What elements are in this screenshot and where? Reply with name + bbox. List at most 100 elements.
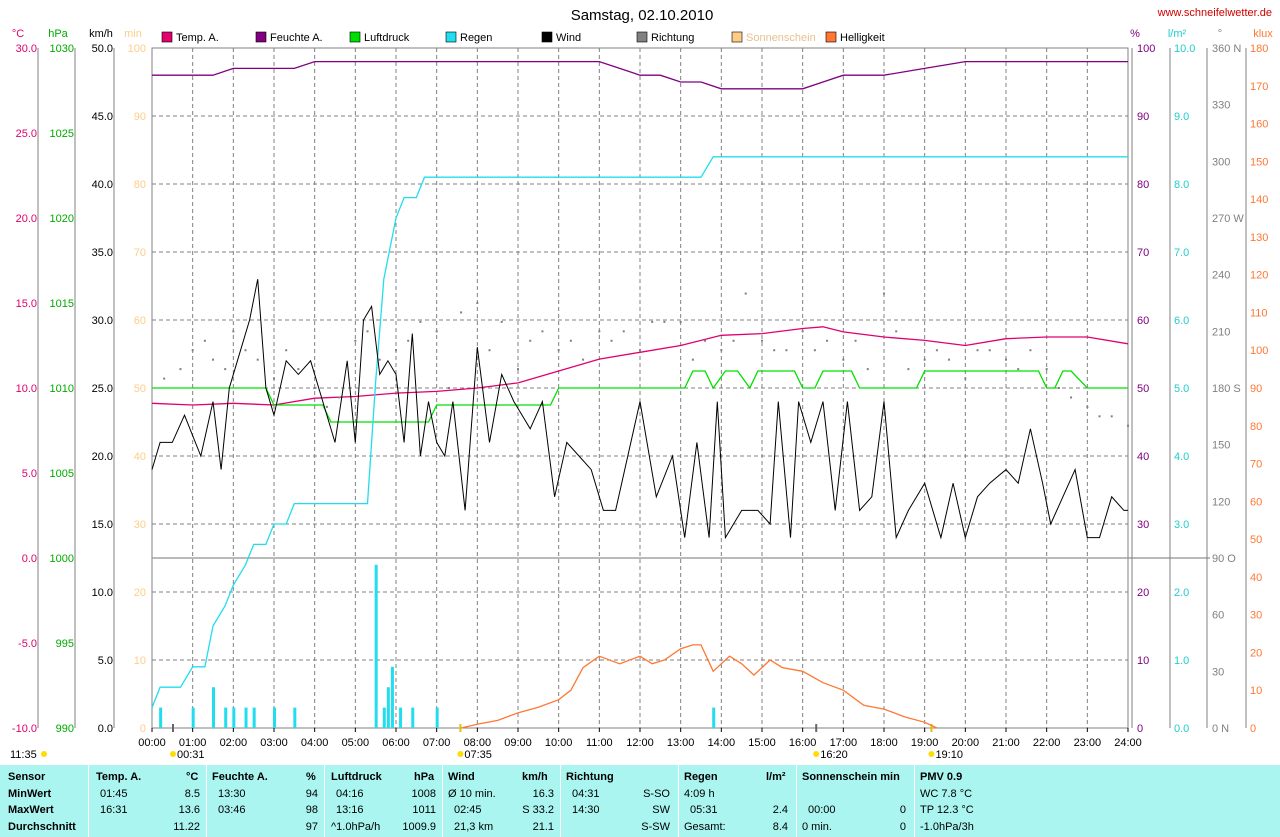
axis-tick-label-sun: 60 — [134, 315, 146, 327]
rain-bar — [244, 707, 248, 728]
marker-label-sunset: 19:10 — [935, 749, 963, 760]
time-tick-label: 09:00 — [504, 737, 532, 749]
direction-point — [1029, 349, 1032, 352]
axis-tick-label-humidity: 0 — [1137, 723, 1143, 735]
time-tick-label: 16:00 — [789, 737, 817, 749]
stats-cell: 01:45 — [100, 788, 128, 800]
axis-tick-label-wind: 5.0 — [98, 655, 113, 667]
direction-point — [273, 377, 275, 380]
stats-cell: S 33.2 — [522, 804, 554, 816]
stats-header-wind-unit: km/h — [522, 771, 548, 783]
direction-point — [447, 387, 450, 389]
axis-tick-label-wind: 0.0 — [98, 723, 113, 735]
stats-header-temp-unit: °C — [186, 771, 199, 783]
time-tick-label: 17:00 — [830, 737, 858, 749]
rain-bar — [712, 707, 716, 728]
rain-bar — [411, 707, 415, 728]
axis-tick-label-direction: 60 — [1212, 610, 1224, 622]
statistics-table: Sensor Temp. A. °C Feuchte A. % Luftdruc… — [0, 765, 1280, 837]
axis-tick-label-humidity: 60 — [1137, 315, 1149, 327]
direction-point — [313, 387, 316, 389]
time-tick-label: 00:00 — [138, 737, 166, 749]
stats-cell: 0 min. — [802, 821, 832, 833]
time-tick-label: 14:00 — [708, 737, 736, 749]
axis-tick-label-temp: 30.0 — [16, 43, 37, 55]
direction-point — [720, 349, 723, 352]
rain-bar — [273, 707, 276, 728]
direction-point — [610, 339, 613, 342]
axis-unit-rain: l/m² — [1168, 28, 1187, 40]
marker-dot-max_time — [813, 751, 820, 757]
time-tick-label: 20:00 — [952, 737, 980, 749]
axis-tick-label-sun: 20 — [134, 587, 146, 599]
axis-tick-label-sun: 10 — [134, 655, 146, 667]
stats-header-pmv: PMV 0.9 — [920, 771, 963, 783]
clock-label: 11:35 — [10, 749, 37, 760]
direction-point — [407, 339, 410, 342]
stats-cell: 8.4 — [772, 821, 788, 833]
chart-title: Samstag, 02.10.2010 — [571, 7, 714, 24]
axis-unit-pressure: hPa — [48, 28, 68, 40]
direction-point — [622, 330, 625, 333]
time-tick-label: 12:00 — [626, 737, 654, 749]
direction-point — [338, 396, 341, 399]
axis-tick-label-lux: 40 — [1250, 572, 1262, 584]
axis-tick-label-temp: 25.0 — [16, 128, 37, 140]
time-tick-label: 02:00 — [220, 737, 248, 749]
series-line-wind — [151, 279, 1128, 540]
stats-cell: 13.6 — [178, 804, 200, 816]
axis-unit-direction: ° — [1218, 28, 1222, 40]
time-tick-label: 10:00 — [545, 737, 573, 749]
stats-cell: 13:16 — [336, 804, 364, 816]
direction-point — [1017, 368, 1020, 371]
axis-tick-label-sun: 100 — [128, 43, 146, 55]
time-tick-label: 05:00 — [342, 737, 370, 749]
direction-point — [907, 368, 910, 371]
rain-bar — [382, 707, 386, 728]
axis-tick-label-lux: 120 — [1250, 270, 1268, 282]
stats-cell: TP 12.3 °C — [920, 804, 974, 816]
direction-point — [476, 302, 479, 304]
axis-unit-humidity: % — [1130, 28, 1140, 40]
direction-point — [517, 368, 519, 371]
axis-tick-label-direction: 210 — [1212, 326, 1230, 338]
stats-cell: 98 — [305, 804, 318, 816]
stats-cell: WC 7.8 °C — [920, 788, 973, 800]
direction-point — [500, 320, 503, 323]
stats-cell: 97 — [305, 821, 318, 833]
axis-tick-label-lux: 30 — [1250, 610, 1262, 622]
axis-tick-label-lux: 0 — [1250, 723, 1256, 735]
rain-bar — [191, 707, 195, 728]
direction-point — [1057, 387, 1060, 389]
direction-point — [569, 339, 572, 342]
direction-point — [732, 339, 735, 342]
stats-cell: 0 — [899, 804, 906, 816]
direction-point — [191, 349, 194, 352]
stats-cell: 05:31 — [690, 804, 718, 816]
direction-point — [541, 330, 544, 333]
direction-point — [285, 349, 288, 352]
stats-row-label: MaxWert — [8, 804, 54, 816]
direction-point — [1127, 424, 1129, 427]
axis-tick-label-lux: 70 — [1250, 459, 1262, 471]
direction-point — [761, 339, 763, 342]
axis-tick-label-direction: 300 — [1212, 156, 1230, 168]
axis-tick-label-humidity: 50 — [1137, 383, 1149, 395]
stats-header-rain-unit: l/m² — [766, 771, 786, 783]
stats-cell: 1009.9 — [402, 821, 436, 833]
axis-tick-label-direction: 150 — [1212, 440, 1230, 452]
direction-point — [557, 349, 560, 352]
axis-tick-label-lux: 100 — [1250, 345, 1268, 357]
direction-point — [976, 349, 979, 352]
stats-cell: Ø 10 min. — [448, 788, 496, 800]
direction-point — [354, 339, 357, 342]
stats-cell: 21.1 — [532, 821, 554, 833]
direction-point — [964, 377, 967, 380]
axis-tick-label-sun: 80 — [134, 179, 146, 191]
rain-bar — [386, 687, 390, 728]
axis-tick-label-wind: 15.0 — [92, 519, 113, 531]
direction-point — [801, 330, 804, 333]
direction-point — [866, 368, 869, 371]
time-tick-label: 13:00 — [667, 737, 695, 749]
axis-tick-label-lux: 130 — [1250, 232, 1268, 244]
